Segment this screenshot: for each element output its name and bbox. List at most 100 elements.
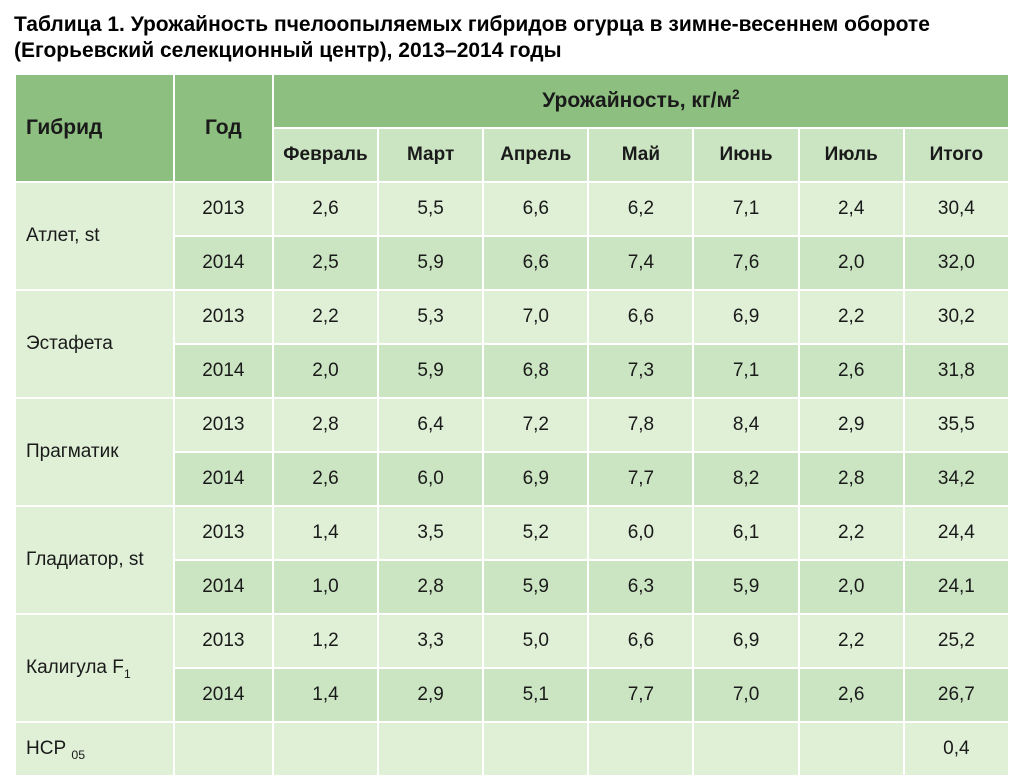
value-cell: 6,6 xyxy=(483,236,588,290)
nsr-label: НСР 05 xyxy=(15,722,174,776)
value-cell: 7,6 xyxy=(693,236,798,290)
col-month-header: Март xyxy=(378,128,483,182)
value-cell: 25,2 xyxy=(904,614,1009,668)
table-row: Гладиатор, st20131,43,55,26,06,12,224,4 xyxy=(15,506,1009,560)
value-cell: 2,2 xyxy=(799,614,904,668)
value-cell: 6,9 xyxy=(483,452,588,506)
value-cell: 6,0 xyxy=(588,506,693,560)
empty-cell xyxy=(693,722,798,776)
value-cell: 2,0 xyxy=(799,236,904,290)
value-cell: 6,6 xyxy=(588,614,693,668)
value-cell: 6,3 xyxy=(588,560,693,614)
value-cell: 24,4 xyxy=(904,506,1009,560)
value-cell: 7,4 xyxy=(588,236,693,290)
value-cell: 1,2 xyxy=(273,614,378,668)
value-cell: 6,4 xyxy=(378,398,483,452)
year-cell: 2014 xyxy=(174,668,273,722)
value-cell: 2,8 xyxy=(378,560,483,614)
value-cell: 2,8 xyxy=(799,452,904,506)
value-cell: 6,2 xyxy=(588,182,693,236)
year-cell: 2013 xyxy=(174,290,273,344)
value-cell: 2,9 xyxy=(799,398,904,452)
value-cell: 7,3 xyxy=(588,344,693,398)
value-cell: 5,5 xyxy=(378,182,483,236)
value-cell: 24,1 xyxy=(904,560,1009,614)
year-cell: 2013 xyxy=(174,614,273,668)
value-cell: 7,7 xyxy=(588,668,693,722)
empty-cell xyxy=(799,722,904,776)
value-cell: 3,5 xyxy=(378,506,483,560)
value-cell: 2,6 xyxy=(799,668,904,722)
value-cell: 6,6 xyxy=(588,290,693,344)
value-cell: 2,0 xyxy=(273,344,378,398)
table-row: Эстафета20132,25,37,06,66,92,230,2 xyxy=(15,290,1009,344)
value-cell: 5,1 xyxy=(483,668,588,722)
value-cell: 2,5 xyxy=(273,236,378,290)
value-cell: 6,1 xyxy=(693,506,798,560)
nsr-value: 0,4 xyxy=(904,722,1009,776)
col-month-header: Май xyxy=(588,128,693,182)
title-line1: Таблица 1. Урожайность пчелоопыляемых ги… xyxy=(14,13,930,36)
empty-cell xyxy=(588,722,693,776)
value-cell: 7,8 xyxy=(588,398,693,452)
value-cell: 6,8 xyxy=(483,344,588,398)
value-cell: 6,9 xyxy=(693,290,798,344)
value-cell: 34,2 xyxy=(904,452,1009,506)
value-cell: 32,0 xyxy=(904,236,1009,290)
col-month-header: Февраль xyxy=(273,128,378,182)
value-cell: 1,4 xyxy=(273,506,378,560)
hybrid-name: Гладиатор, st xyxy=(15,506,174,614)
empty-cell xyxy=(378,722,483,776)
value-cell: 5,2 xyxy=(483,506,588,560)
value-cell: 7,0 xyxy=(693,668,798,722)
value-cell: 35,5 xyxy=(904,398,1009,452)
value-cell: 5,9 xyxy=(483,560,588,614)
value-cell: 7,1 xyxy=(693,344,798,398)
value-cell: 7,1 xyxy=(693,182,798,236)
value-cell: 5,3 xyxy=(378,290,483,344)
value-cell: 8,2 xyxy=(693,452,798,506)
value-cell: 6,6 xyxy=(483,182,588,236)
value-cell: 5,9 xyxy=(693,560,798,614)
hybrid-name: Эстафета xyxy=(15,290,174,398)
empty-cell xyxy=(273,722,378,776)
col-month-header: Апрель xyxy=(483,128,588,182)
value-cell: 30,2 xyxy=(904,290,1009,344)
value-cell: 7,2 xyxy=(483,398,588,452)
year-cell: 2014 xyxy=(174,560,273,614)
value-cell: 2,6 xyxy=(273,182,378,236)
empty-cell xyxy=(174,722,273,776)
value-cell: 7,7 xyxy=(588,452,693,506)
value-cell: 1,4 xyxy=(273,668,378,722)
value-cell: 5,9 xyxy=(378,236,483,290)
hybrid-name: Атлет, st xyxy=(15,182,174,290)
value-cell: 6,9 xyxy=(693,614,798,668)
col-hybrid-header: Гибрид xyxy=(15,74,174,182)
value-cell: 2,6 xyxy=(799,344,904,398)
value-cell: 30,4 xyxy=(904,182,1009,236)
table-row: Калигула F120131,23,35,06,66,92,225,2 xyxy=(15,614,1009,668)
value-cell: 6,0 xyxy=(378,452,483,506)
empty-cell xyxy=(483,722,588,776)
hybrid-name: Калигула F1 xyxy=(15,614,174,722)
value-cell: 2,9 xyxy=(378,668,483,722)
col-month-header: Июль xyxy=(799,128,904,182)
col-month-header: Итого xyxy=(904,128,1009,182)
value-cell: 2,2 xyxy=(799,506,904,560)
hybrid-name: Прагматик xyxy=(15,398,174,506)
value-cell: 8,4 xyxy=(693,398,798,452)
col-year-header: Год xyxy=(174,74,273,182)
table-title: Таблица 1. Урожайность пчелоопыляемых ги… xyxy=(14,12,1010,65)
value-cell: 2,4 xyxy=(799,182,904,236)
value-cell: 2,8 xyxy=(273,398,378,452)
value-cell: 26,7 xyxy=(904,668,1009,722)
value-cell: 5,9 xyxy=(378,344,483,398)
value-cell: 5,0 xyxy=(483,614,588,668)
title-line2: (Егорьевский селекционный центр), 2013–2… xyxy=(14,39,562,62)
year-cell: 2014 xyxy=(174,344,273,398)
value-cell: 1,0 xyxy=(273,560,378,614)
value-cell: 3,3 xyxy=(378,614,483,668)
year-cell: 2013 xyxy=(174,398,273,452)
year-cell: 2013 xyxy=(174,506,273,560)
col-yield-group-header: Урожайность, кг/м2 xyxy=(273,74,1009,128)
